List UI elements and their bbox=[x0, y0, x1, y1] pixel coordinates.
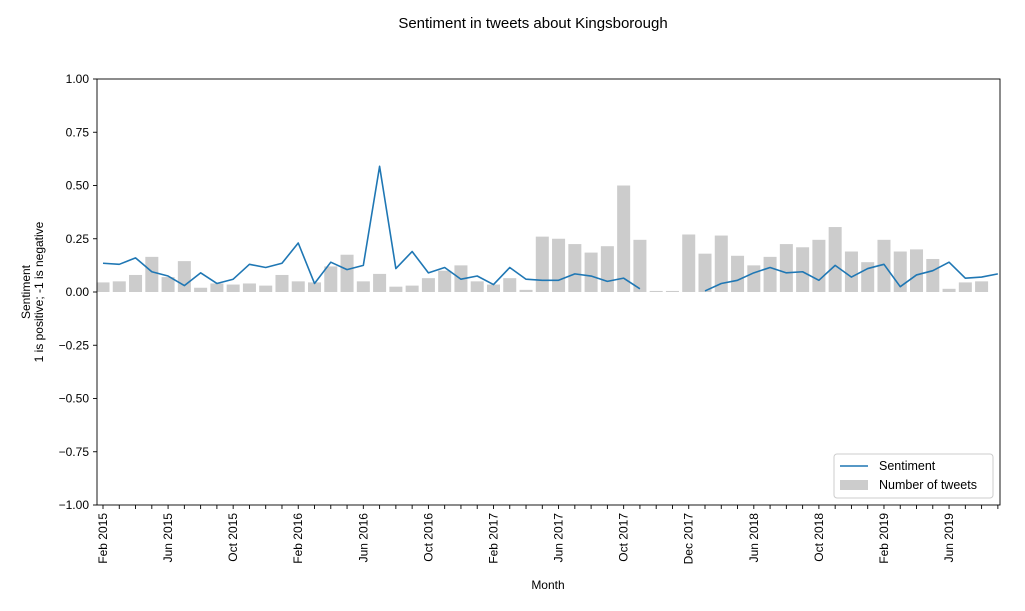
tweet-count-bar bbox=[389, 286, 403, 292]
tweet-count-bar bbox=[763, 256, 777, 292]
tweet-count-bar bbox=[958, 282, 972, 292]
tweet-count-bar bbox=[275, 274, 289, 292]
tweet-count-bar bbox=[161, 277, 175, 292]
x-tick-label: Feb 2019 bbox=[877, 513, 891, 564]
tweet-count-bar bbox=[665, 290, 679, 292]
x-tick-label: Feb 2015 bbox=[96, 513, 110, 564]
y-axis-label-line2: 1 is positive; -1 is negative bbox=[32, 221, 46, 362]
x-tick-label: Feb 2016 bbox=[291, 513, 305, 564]
tweet-count-bar bbox=[682, 234, 696, 292]
x-tick-label: Dec 2017 bbox=[682, 513, 696, 565]
x-tick-label: Feb 2017 bbox=[486, 513, 500, 564]
tweet-count-bar bbox=[145, 256, 159, 292]
x-tick-label: Oct 2018 bbox=[812, 513, 826, 562]
line-layer bbox=[102, 165, 999, 292]
tweet-count-bar bbox=[535, 236, 549, 292]
y-axis-label-line1: Sentiment bbox=[19, 264, 33, 319]
tweet-count-bar bbox=[486, 284, 500, 292]
tweet-count-bar bbox=[779, 244, 793, 292]
tweet-count-bar bbox=[926, 258, 940, 292]
tweet-count-bar bbox=[177, 261, 191, 292]
legend-sentiment-label: Sentiment bbox=[879, 459, 936, 473]
tweet-count-bar bbox=[356, 281, 370, 292]
tweet-count-bar bbox=[649, 290, 663, 292]
chart-title: Sentiment in tweets about Kingsborough bbox=[398, 15, 667, 32]
y-tick-label: −0.25 bbox=[59, 338, 90, 352]
tweet-count-bar bbox=[910, 249, 924, 292]
tweet-count-bar bbox=[633, 239, 647, 292]
y-tick-label: 0.75 bbox=[66, 125, 90, 139]
x-tick-label: Oct 2016 bbox=[421, 513, 435, 562]
tweet-count-bar bbox=[942, 288, 956, 292]
x-tick-label: Jun 2017 bbox=[552, 513, 566, 563]
tweet-count-bar bbox=[194, 287, 208, 292]
tweet-count-bar bbox=[828, 227, 842, 292]
tweet-count-bar bbox=[698, 253, 712, 292]
x-tick-label: Jun 2018 bbox=[747, 513, 761, 563]
tweet-count-bar bbox=[731, 255, 745, 292]
tweet-count-bar bbox=[226, 284, 240, 292]
sentiment-line bbox=[102, 165, 641, 290]
tweet-count-bar bbox=[552, 238, 566, 292]
legend-tweets-label: Number of tweets bbox=[879, 478, 977, 492]
x-axis-label: Month bbox=[531, 578, 564, 592]
tweet-count-bar bbox=[373, 273, 387, 292]
tweet-count-bar bbox=[714, 235, 728, 292]
tweet-count-bar bbox=[340, 254, 354, 292]
tweet-count-bar bbox=[210, 283, 224, 292]
y-tick-label: 0.25 bbox=[66, 232, 90, 246]
tweet-count-bar bbox=[519, 289, 533, 292]
tweet-count-bar bbox=[129, 274, 143, 292]
y-tick-label: 1.00 bbox=[66, 72, 90, 86]
tweet-count-bar bbox=[584, 252, 598, 292]
tweet-count-bar bbox=[421, 278, 435, 292]
axes-layer: 1.00 0.75 0.50 0.25 0.00 −0.25 −0.50 −0.75 −1.00… bbox=[59, 72, 1001, 565]
tweet-count-bar bbox=[438, 270, 452, 292]
tweet-count-bar bbox=[844, 251, 858, 292]
y-tick-label: −0.50 bbox=[59, 392, 90, 406]
tweet-count-bar bbox=[600, 246, 614, 292]
x-tick-label: Oct 2017 bbox=[617, 513, 631, 562]
tweet-count-bar bbox=[812, 239, 826, 292]
x-tick-label: Oct 2015 bbox=[226, 513, 240, 562]
tweet-count-bar bbox=[112, 281, 126, 292]
tweet-count-bar bbox=[96, 282, 110, 292]
y-tick-label: −1.00 bbox=[59, 498, 90, 512]
tweet-count-bar bbox=[324, 266, 338, 292]
tweet-count-bar bbox=[617, 185, 631, 292]
tweet-count-bar bbox=[242, 283, 256, 292]
legend-tweets-swatch bbox=[840, 480, 868, 490]
x-tick-label: Jun 2019 bbox=[942, 513, 956, 563]
sentiment-line bbox=[704, 261, 999, 292]
tweet-count-bar bbox=[877, 239, 891, 292]
y-tick-label: 0.00 bbox=[66, 285, 90, 299]
tweet-count-bar bbox=[259, 285, 273, 292]
legend: Sentiment Number of tweets bbox=[833, 453, 994, 499]
y-tick-label: −0.75 bbox=[59, 445, 90, 459]
tweet-count-bar bbox=[796, 247, 810, 292]
tweet-count-bar bbox=[291, 281, 305, 292]
x-tick-label: Jun 2015 bbox=[161, 513, 175, 563]
tweet-count-bar bbox=[405, 285, 419, 292]
x-tick-label: Jun 2016 bbox=[356, 513, 370, 563]
y-tick-label: 0.50 bbox=[66, 179, 90, 193]
legend-frame bbox=[833, 453, 994, 499]
tweet-count-bar bbox=[747, 265, 761, 292]
tweet-count-bar bbox=[568, 244, 582, 292]
tweet-count-bar bbox=[470, 281, 484, 292]
tweet-count-bar bbox=[975, 281, 989, 292]
tweet-count-bar bbox=[308, 282, 322, 292]
tweet-count-bar bbox=[503, 278, 517, 292]
